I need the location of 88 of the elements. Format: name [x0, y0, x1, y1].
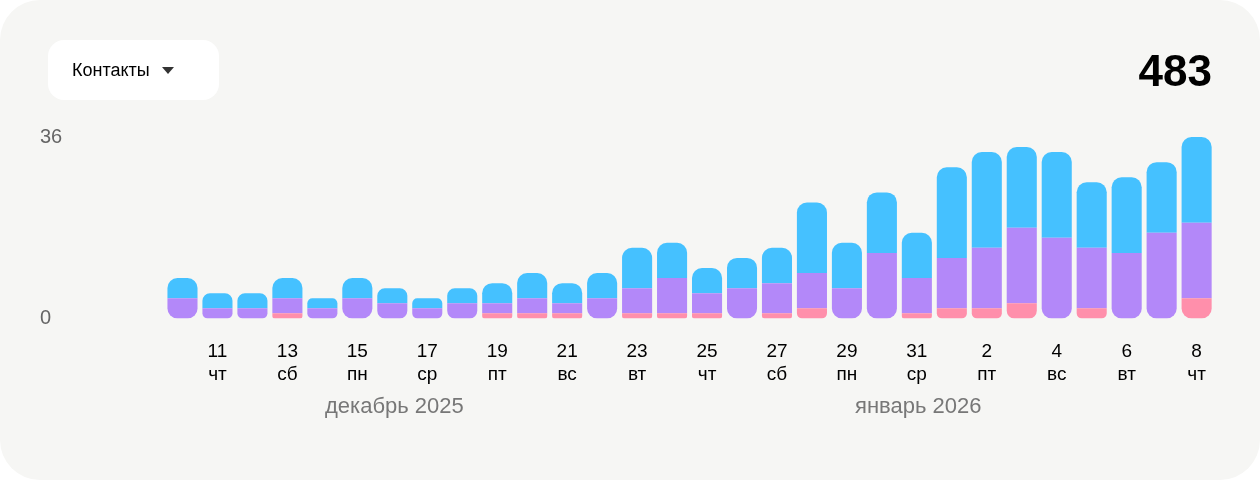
bar	[1146, 162, 1177, 233]
bar	[552, 313, 583, 319]
x-tick-label: 25 чт	[696, 340, 718, 384]
bar	[796, 202, 827, 274]
x-tick-label: 29 пн	[836, 340, 858, 384]
bar	[1076, 182, 1107, 248]
bar	[1181, 222, 1212, 299]
y-tick-label: 36	[40, 124, 63, 147]
bar	[1006, 227, 1037, 304]
bar	[202, 308, 233, 319]
bar	[307, 298, 338, 309]
bar	[971, 152, 1002, 248]
x-tick-label: 6 вт	[1117, 340, 1137, 384]
y-tick-label: 0	[40, 305, 52, 328]
bar	[1041, 152, 1072, 238]
text: декабрь 2025	[325, 393, 464, 419]
bar	[377, 288, 408, 304]
bar	[796, 273, 827, 309]
x-tick-label: 2 пт	[977, 340, 997, 384]
bar	[1006, 303, 1037, 319]
bar	[622, 313, 653, 319]
bar	[901, 232, 932, 279]
bar	[552, 303, 583, 314]
bar	[866, 252, 897, 319]
bar	[1111, 177, 1142, 253]
bar	[447, 288, 478, 304]
x-tick-label: 8 чт	[1187, 340, 1207, 384]
bar	[761, 247, 793, 284]
bar	[517, 298, 548, 314]
bar	[237, 293, 268, 309]
bar	[517, 273, 548, 299]
bar	[412, 308, 443, 319]
bar	[1076, 308, 1107, 319]
text: январь 2026	[855, 393, 982, 419]
bar	[202, 293, 233, 309]
bar	[517, 313, 548, 319]
bar	[482, 303, 513, 314]
bar	[692, 293, 723, 314]
x-tick-label: 11 чт	[207, 340, 228, 384]
x-tick-label: 21 вс	[556, 340, 578, 384]
bar	[831, 242, 862, 289]
bar	[901, 278, 932, 314]
x-tick-label: 17 ср	[416, 340, 438, 384]
bar	[412, 298, 443, 309]
bar	[726, 288, 758, 319]
chart-title: Контакты	[72, 59, 150, 81]
bar	[726, 257, 758, 289]
x-tick-label: 4 вс	[1047, 340, 1067, 384]
bar	[1006, 147, 1037, 228]
bar	[971, 247, 1002, 309]
x-tick-label: 13 сб	[276, 340, 298, 384]
bar	[622, 247, 653, 289]
x-tick-label: 19 пт	[486, 340, 508, 384]
bar	[831, 288, 862, 319]
bar	[761, 313, 793, 319]
bar	[657, 242, 688, 279]
chart-subtitle: 483	[1138, 46, 1212, 96]
bar	[272, 298, 303, 314]
bar	[237, 308, 268, 319]
bar	[901, 313, 932, 319]
bar	[447, 303, 478, 319]
bar	[936, 308, 967, 319]
x-tick-label: 31 ср	[906, 340, 928, 384]
x-tick-label: 15 пн	[346, 340, 368, 384]
bar	[936, 167, 967, 258]
bar	[761, 283, 793, 314]
bar	[622, 288, 653, 314]
bar	[482, 313, 513, 319]
bar	[1076, 247, 1107, 309]
bar	[692, 313, 723, 319]
bar	[1181, 137, 1212, 223]
bar	[1146, 232, 1177, 319]
bar	[657, 278, 688, 314]
bar	[971, 308, 1002, 319]
bar	[587, 273, 618, 299]
bar	[1111, 252, 1142, 319]
bar	[307, 308, 338, 319]
bar	[1041, 237, 1072, 319]
x-tick-label: 23 вт	[626, 340, 648, 384]
x-tick-label: 27 сб	[766, 340, 788, 384]
dropdown: Контакты	[48, 40, 219, 100]
bar	[377, 303, 408, 319]
bar	[936, 257, 967, 309]
bar	[657, 313, 688, 319]
bar	[796, 308, 827, 319]
bar	[272, 313, 303, 319]
bar	[866, 192, 897, 253]
bar	[692, 268, 723, 294]
